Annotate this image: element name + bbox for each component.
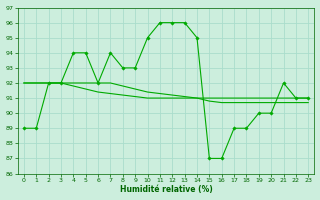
X-axis label: Humidité relative (%): Humidité relative (%) <box>120 185 212 194</box>
